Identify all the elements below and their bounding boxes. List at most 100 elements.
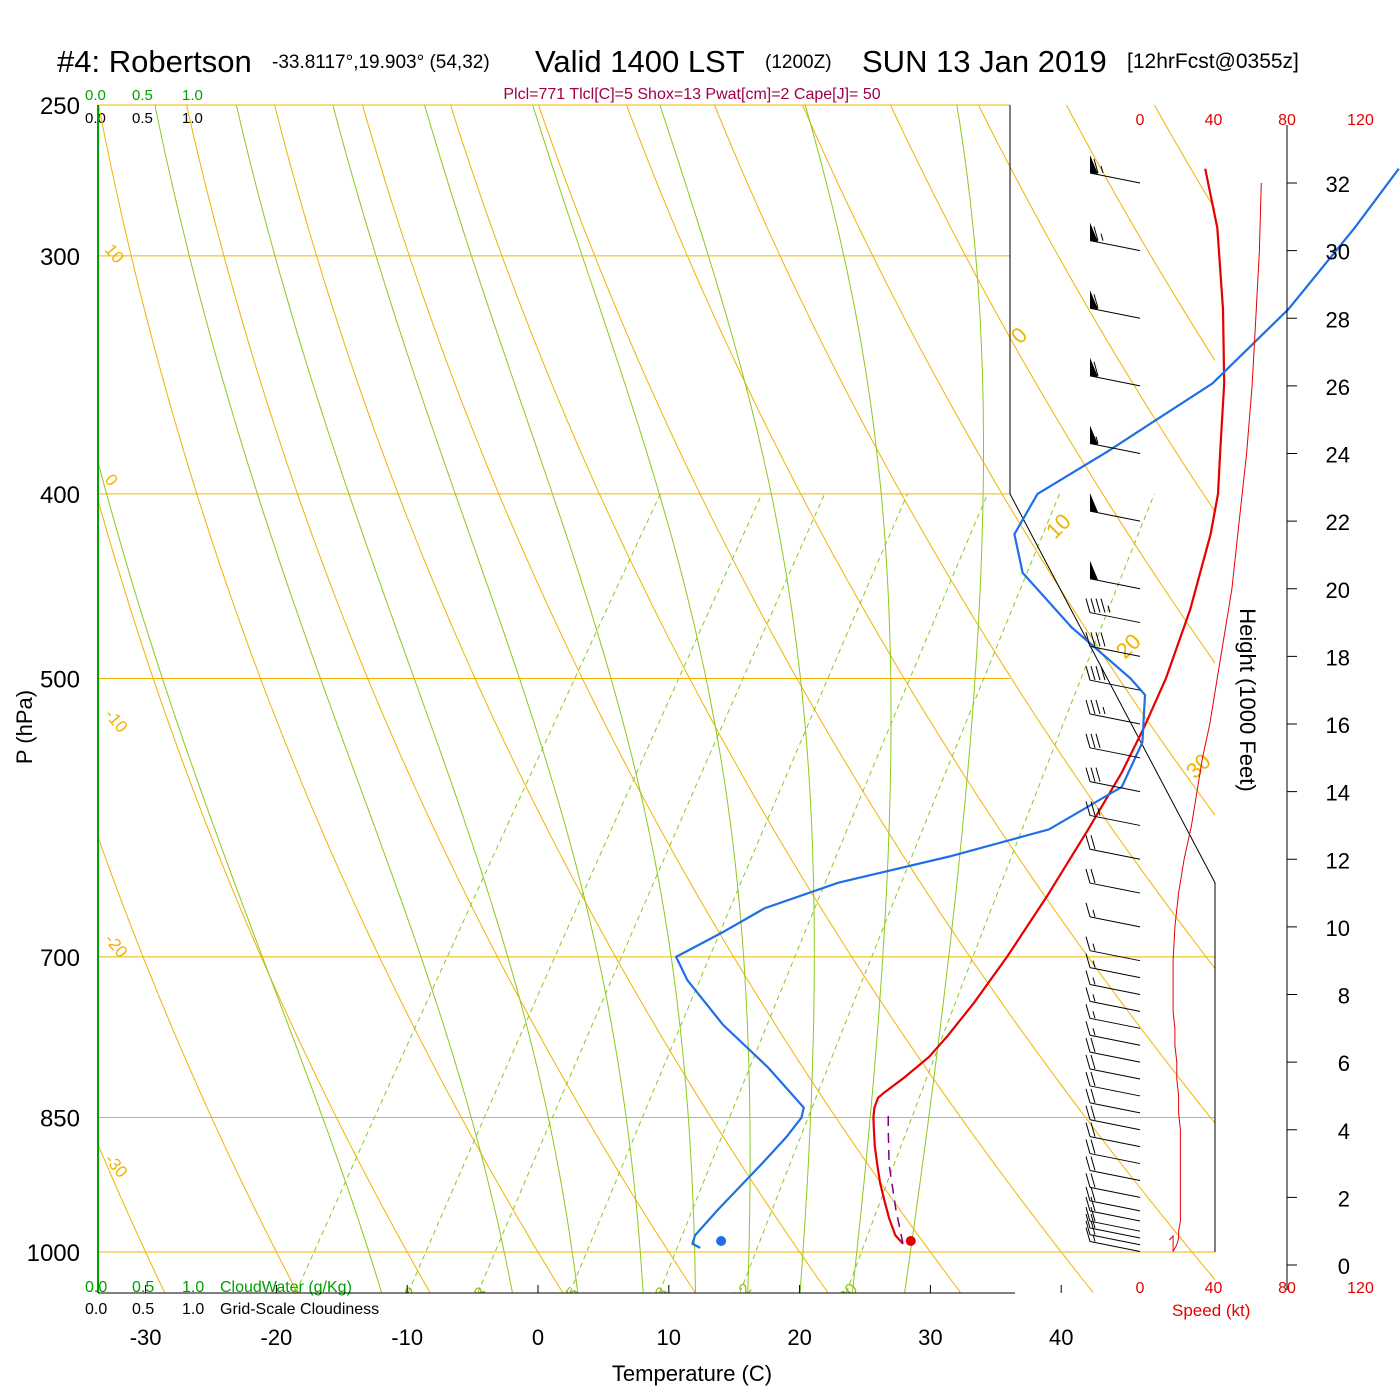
wind-barb-staff — [1089, 172, 1141, 184]
wind-barb-flag — [1090, 1105, 1096, 1120]
wind-barb-flag — [1090, 1173, 1096, 1188]
wind-barb-staff — [1089, 1210, 1141, 1222]
wind-barb-flag — [1090, 699, 1096, 715]
wind-barb — [1085, 733, 1141, 759]
speed-top-tick-0: 0 — [1136, 112, 1145, 129]
wind-barb-flag — [1085, 1196, 1091, 1212]
height-tick-label-22: 22 — [1326, 510, 1350, 535]
dry-adiabat-0 — [98, 105, 563, 1293]
wind-barb — [1085, 1037, 1141, 1063]
wind-barb-pennant — [1090, 493, 1098, 513]
wind-barb-half-flag — [1092, 909, 1096, 918]
wind-barb-half-flag — [1102, 706, 1106, 715]
moist-adiabat-26 — [804, 105, 892, 1293]
wind-speed-profile — [1169, 182, 1262, 1252]
wind-barb-flag — [1095, 632, 1101, 647]
wind-barb-flag — [1085, 1186, 1091, 1202]
wind-barb-flag — [1085, 1139, 1091, 1154]
pressure-label-250: 250 — [40, 93, 80, 120]
wind-barb-flag — [1085, 835, 1091, 850]
wind-barb-flag — [1090, 1037, 1096, 1053]
wind-barb-staff — [1089, 1227, 1141, 1239]
wind-barb-flag — [1085, 1220, 1091, 1235]
x-tick-label-40: 40 — [1049, 1325, 1073, 1350]
wind-barb-flag — [1100, 666, 1106, 681]
wind-barb-flag — [1085, 733, 1091, 748]
mixing-ratio-label-8: 8 — [651, 1283, 672, 1302]
dry-adiabat--30 — [98, 1143, 166, 1293]
dry-adiabat-right-label-10: 10 — [1041, 509, 1076, 544]
wind-barb — [1085, 1004, 1141, 1029]
surface-temperature-point — [905, 1236, 916, 1246]
wind-barb-pennant — [1090, 222, 1098, 242]
cloudiness-bottom-tick-1: 1.0 — [182, 1301, 204, 1318]
wind-barb-flag — [1085, 970, 1091, 985]
wind-barb-staff — [1089, 612, 1141, 624]
wind-barb — [1085, 1220, 1141, 1246]
wind-barb-staff — [1089, 443, 1141, 454]
mixing-ratio-label-1: 1 — [288, 1283, 309, 1302]
dry-adiabat--20 — [98, 835, 298, 1293]
speed-top-tick-40: 40 — [1205, 112, 1223, 129]
dry-adiabat-right-label-30: 30 — [1181, 749, 1216, 784]
dry-adiabat-150 — [1397, 71, 1400, 1292]
dry-adiabat-10 — [186, 105, 696, 1293]
sounding-series — [674, 168, 1400, 1249]
wind-barb — [1089, 155, 1141, 184]
wind-barb-flag — [1095, 699, 1101, 715]
cloudiness-top-tick-05: 0.5 — [132, 110, 153, 127]
wind-barb-staff — [1089, 1068, 1141, 1080]
wind-barb-flag — [1095, 767, 1101, 782]
wind-barb-flag — [1085, 632, 1091, 647]
dewpoint-profile — [674, 168, 1400, 1249]
mixing-ratio-line-12 — [739, 493, 1061, 1293]
wind-barb — [1085, 1139, 1141, 1165]
wind-barb-staff — [1089, 1153, 1141, 1165]
height-tick-label-30: 30 — [1326, 240, 1350, 265]
wind-barb-staff — [1089, 747, 1141, 759]
height-tick-label-24: 24 — [1326, 443, 1350, 468]
dry-adiabat-left-label--30: -30 — [101, 1150, 131, 1181]
wind-barb-staff — [1089, 1017, 1141, 1029]
wind-barb-staff — [1089, 713, 1141, 725]
wind-barb-flag — [1090, 1139, 1096, 1154]
moist-adiabat--10 — [98, 459, 382, 1293]
dry-adiabat-140 — [1310, 71, 1400, 1292]
station-coords: -33.8117°,19.903° (54,32) — [272, 52, 490, 73]
wind-barb — [1085, 1186, 1141, 1212]
height-tick-label-26: 26 — [1326, 375, 1350, 400]
wind-barb-half-flag — [1092, 994, 1096, 1002]
valid-time: Valid 1400 LST — [535, 44, 745, 79]
x-tick-label-0: 0 — [532, 1325, 544, 1350]
wind-barb-flag — [1085, 1021, 1091, 1036]
cloud-bottom-tick-05: 0.5 — [132, 1279, 154, 1296]
dry-adiabat-100 — [977, 105, 1215, 513]
wind-barb — [1085, 1105, 1141, 1131]
wind-barb-flag — [1085, 1173, 1091, 1188]
cloud-bottom-tick-0: 0.0 — [85, 1279, 107, 1296]
wind-barb-flag — [1090, 1207, 1096, 1222]
moist-adiabat-10 — [332, 105, 644, 1293]
wind-barb — [1085, 835, 1141, 860]
wind-barb-staff — [1089, 1000, 1141, 1012]
wind-barb-flag — [1085, 1207, 1091, 1222]
wind-barb-staff — [1089, 1119, 1141, 1131]
wind-barb-flag — [1095, 666, 1101, 681]
wind-barb-staff — [1089, 814, 1141, 826]
wind-barb-staff — [1089, 1034, 1141, 1046]
height-tick-label-8: 8 — [1338, 984, 1350, 1009]
mixing-ratio-lines: 1 2 3 5 8 12 20 — [288, 493, 1155, 1302]
wind-barb-staff — [1089, 645, 1141, 657]
wind-barb-half-flag — [1092, 960, 1096, 968]
isobars — [98, 104, 1215, 1253]
mixing-ratio-line-8 — [658, 493, 988, 1293]
axis-tick-labels: -30 -20 -10 0 10 20 30 402503004005007008501000… — [27, 93, 1216, 1350]
cloudiness-top-tick-1: 1.0 — [182, 110, 203, 127]
dry-adiabat-left-label-10: 10 — [101, 240, 128, 267]
wind-barb-flag — [1100, 598, 1106, 613]
wind-barb-flag — [1090, 598, 1096, 613]
wind-barb — [1085, 1021, 1141, 1046]
wind-barb-flag — [1085, 767, 1091, 782]
wind-barb-pennant — [1090, 290, 1098, 310]
height-tick-label-32: 32 — [1326, 172, 1350, 197]
